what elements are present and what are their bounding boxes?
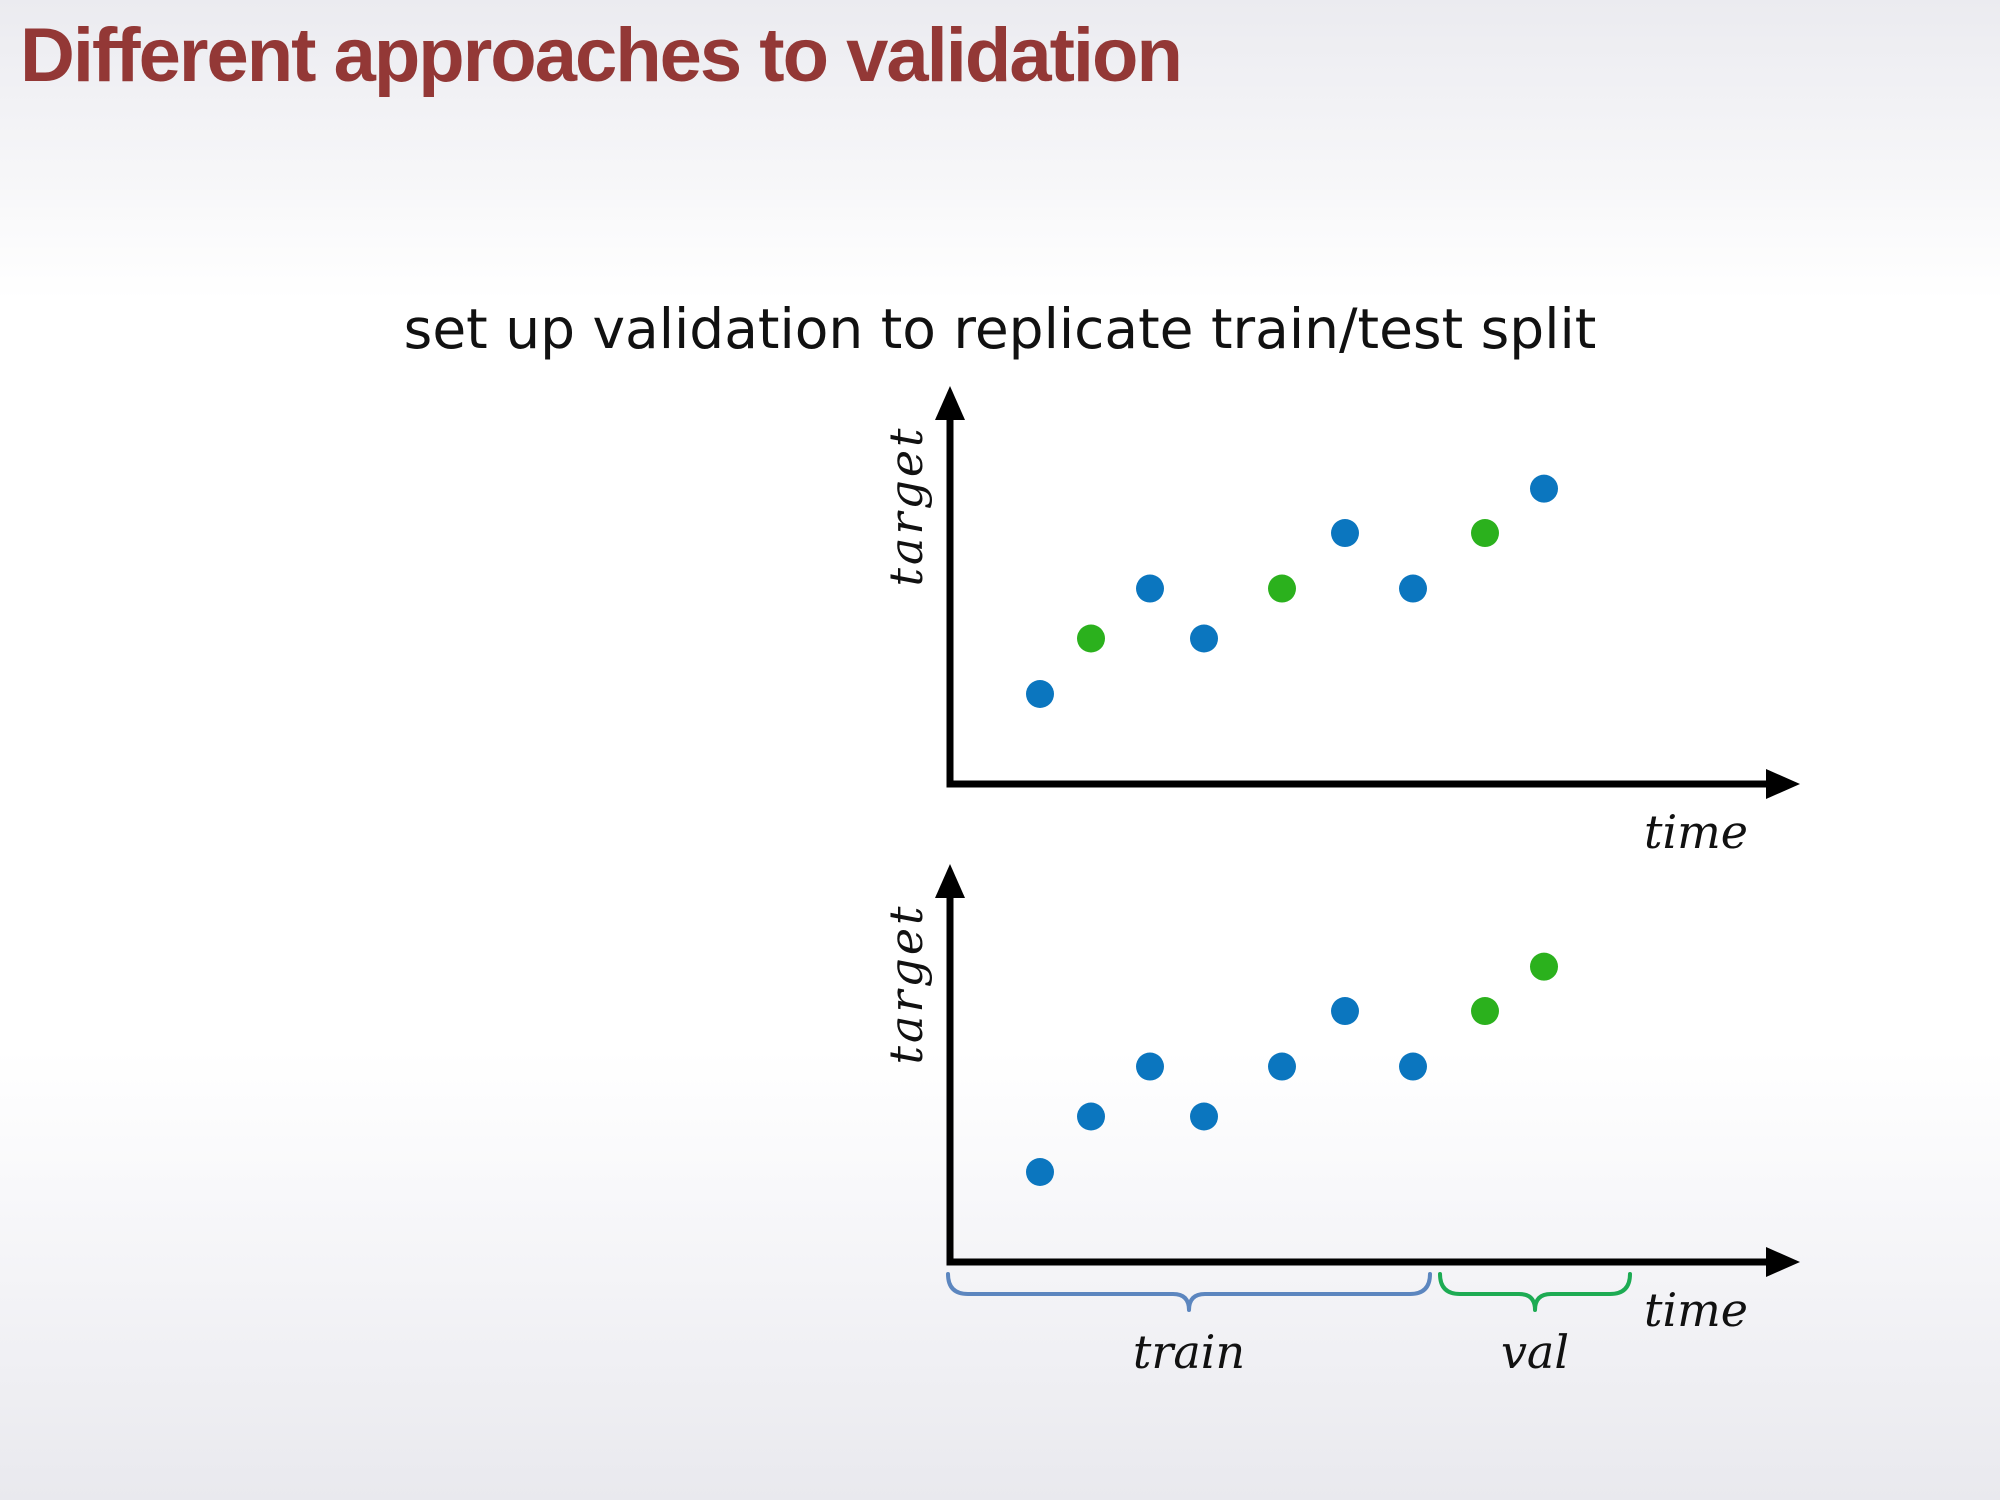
panel-time-split: time target train val [879,864,1800,1379]
y-axis-arrow-icon [935,386,965,420]
val-point-2 [1077,624,1105,653]
y-axis-label: target [879,425,933,586]
val-brace [1438,1272,1632,1312]
y-axis-arrow-icon [935,864,965,898]
val-brace-label: val [1501,1325,1569,1379]
train-brace-label: train [1133,1325,1245,1379]
train-point-4 [1190,1102,1218,1131]
val-point-8 [1471,519,1499,548]
val-point-8 [1471,997,1499,1026]
train-point-4 [1190,624,1218,653]
slide-title: Different approaches to validation [20,13,1183,98]
val-point-9 [1530,952,1558,981]
x-axis-label: time [1644,1283,1748,1337]
train-point-3 [1136,574,1164,603]
x-axis-arrow-icon [1766,769,1800,799]
train-brace [946,1272,1432,1312]
slide-subtitle: set up validation to replicate train/tes… [403,297,1597,361]
train-point-1 [1026,1158,1054,1186]
x-axis-label: time [1644,805,1748,859]
train-point-5 [1268,1052,1296,1081]
val-point-5 [1268,574,1296,603]
train-point-6 [1331,519,1359,548]
train-point-7 [1399,1052,1427,1081]
train-point-9 [1530,474,1558,503]
train-point-7 [1399,574,1427,603]
train-point-3 [1136,1052,1164,1081]
train-point-6 [1331,997,1359,1026]
y-axis-label: target [879,903,933,1064]
train-point-1 [1026,680,1054,708]
train-point-2 [1077,1102,1105,1131]
x-axis-arrow-icon [1766,1247,1800,1277]
panel-random-split: time target [879,386,1800,859]
